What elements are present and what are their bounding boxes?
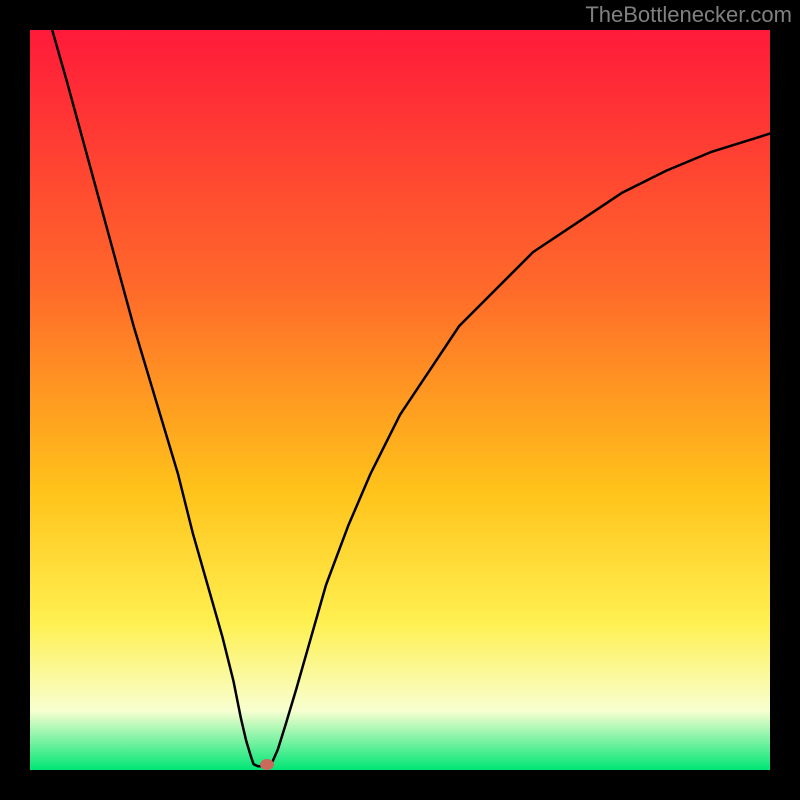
bottleneck-curve bbox=[30, 30, 770, 770]
chart-container: TheBottlenecker.com bbox=[0, 0, 800, 800]
plot-area bbox=[30, 30, 770, 770]
optimal-point-marker bbox=[260, 759, 274, 770]
watermark-text: TheBottlenecker.com bbox=[585, 2, 792, 28]
curve-line bbox=[52, 30, 770, 766]
